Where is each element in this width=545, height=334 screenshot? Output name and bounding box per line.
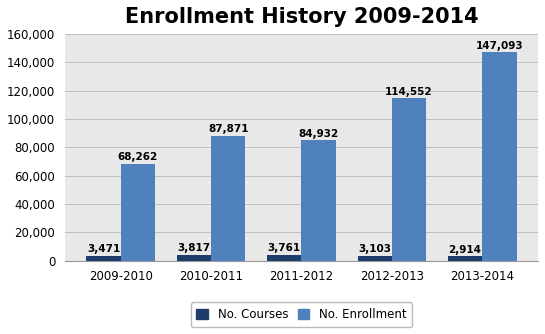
Text: 114,552: 114,552: [385, 87, 433, 97]
Text: 84,932: 84,932: [299, 129, 339, 139]
Text: 87,871: 87,871: [208, 125, 249, 135]
Title: Enrollment History 2009-2014: Enrollment History 2009-2014: [125, 7, 479, 27]
Bar: [358, 256, 392, 261]
Bar: [177, 255, 211, 261]
Bar: [448, 257, 482, 261]
Bar: [482, 52, 517, 261]
Text: 68,262: 68,262: [118, 152, 158, 162]
Bar: [87, 256, 121, 261]
Text: 3,103: 3,103: [358, 244, 391, 255]
Legend: No. Courses, No. Enrollment: No. Courses, No. Enrollment: [191, 302, 413, 327]
Text: 2,914: 2,914: [449, 245, 482, 255]
Text: 3,471: 3,471: [87, 244, 120, 254]
Text: 3,761: 3,761: [268, 243, 301, 254]
Text: 147,093: 147,093: [476, 41, 523, 51]
Bar: [301, 140, 336, 261]
Bar: [392, 99, 426, 261]
Text: 3,817: 3,817: [177, 243, 210, 254]
Bar: [267, 255, 301, 261]
Bar: [211, 136, 245, 261]
Bar: [121, 164, 155, 261]
